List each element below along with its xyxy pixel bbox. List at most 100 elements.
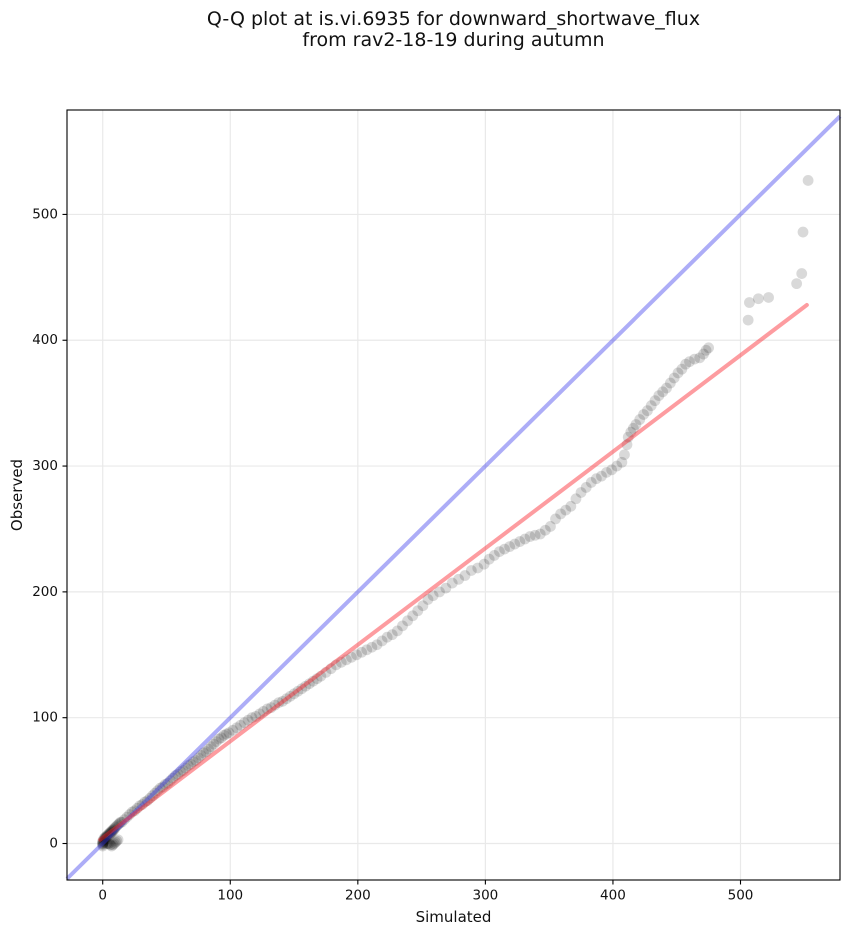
scatter-point <box>763 292 774 303</box>
scatter-point <box>539 524 551 536</box>
scatter-point <box>534 528 546 540</box>
scatter-point <box>98 834 110 846</box>
x-tick-label: 500 <box>728 888 754 904</box>
scatter-point <box>601 466 612 478</box>
scatter-point <box>98 836 110 848</box>
scatter-point <box>167 772 179 784</box>
scatter-point <box>703 342 715 354</box>
y-tick-label: 0 <box>49 836 58 852</box>
scatter-point <box>524 531 536 542</box>
scatter-point <box>565 500 577 512</box>
scatter-point <box>802 175 814 186</box>
scatter-point <box>796 268 808 279</box>
scatter-point <box>273 697 285 708</box>
scatter-point <box>700 344 712 356</box>
scatter-point <box>192 752 204 764</box>
fit-line <box>98 303 809 842</box>
scatter-point <box>611 460 623 472</box>
scatter-point <box>110 821 121 833</box>
scatter-point <box>126 806 138 818</box>
y-tick-label: 200 <box>32 584 58 600</box>
scatter-point <box>356 646 368 658</box>
scatter-point <box>585 477 597 488</box>
scatter-point <box>98 835 110 847</box>
scatter-point <box>144 792 156 804</box>
scatter-point <box>157 781 169 793</box>
scatter-point <box>141 795 153 807</box>
scatter-point <box>752 293 764 305</box>
scatter-point <box>172 768 184 780</box>
scatter-point <box>185 758 197 770</box>
scatter-point <box>514 536 526 547</box>
scatter-point <box>292 685 304 697</box>
scatter-point <box>147 790 158 802</box>
scatter-point <box>180 762 192 774</box>
scatter-point <box>434 586 445 598</box>
scatter-point <box>107 824 119 836</box>
scatter-point <box>162 777 174 789</box>
scatter-point <box>478 558 490 570</box>
scatter-point <box>108 823 120 834</box>
scatter-point <box>97 840 109 852</box>
scatter-point <box>269 699 281 711</box>
x-tick-label: 0 <box>98 888 107 904</box>
scatter-point <box>483 553 495 565</box>
scatter-point <box>797 226 809 238</box>
scatter-point <box>288 688 300 700</box>
scatter-point <box>459 570 471 581</box>
scatter-point <box>159 778 171 790</box>
scatter-point <box>453 573 465 585</box>
scatter-point <box>641 405 653 417</box>
scatter-point <box>630 419 642 430</box>
scatter-point <box>104 839 116 851</box>
scatter-point <box>303 678 315 690</box>
scatter-point <box>346 651 357 663</box>
scatter-point <box>625 426 637 438</box>
scatter-point <box>315 670 327 682</box>
scatter-point <box>311 673 323 685</box>
scatter-point <box>519 533 531 545</box>
scatter-point <box>555 508 567 520</box>
scatter-point <box>621 439 633 451</box>
scatter-point <box>619 449 630 461</box>
scatter-point <box>98 833 110 844</box>
scatter-point <box>113 817 125 829</box>
scatter-point <box>246 712 258 724</box>
scatter-point <box>307 675 319 687</box>
y-axis-label: Observed <box>8 458 26 532</box>
chart-title-line1: Q-Q plot at is.vi.6935 for downward_shor… <box>206 8 701 30</box>
scatter-point <box>175 766 186 778</box>
scatter-point <box>119 814 130 826</box>
scatter-point <box>550 513 561 525</box>
scatter-point <box>657 386 669 398</box>
scatter-point <box>529 529 541 541</box>
scatter-point <box>115 816 126 828</box>
scatter-point <box>371 639 383 651</box>
scatter-point <box>386 629 398 641</box>
scatter-point <box>111 835 123 847</box>
scatter-point <box>575 487 587 498</box>
scatter-point <box>139 796 151 808</box>
scatter-point <box>177 765 189 776</box>
scatter-point <box>254 708 266 720</box>
scatter-point <box>250 711 262 722</box>
scatter-point <box>407 610 419 622</box>
scatter-point <box>131 802 143 814</box>
scatter-point <box>97 839 109 851</box>
scatter-point <box>124 809 135 820</box>
scatter-point <box>645 400 657 412</box>
scatter-point <box>99 834 111 846</box>
scatter-point <box>104 828 116 839</box>
x-tick-label: 200 <box>345 888 371 904</box>
scatter-point <box>203 743 214 755</box>
scatter-point <box>545 521 556 532</box>
scatter-point <box>277 695 288 707</box>
chart-title: Q-Q plot at is.vi.6935 for downward_shor… <box>67 9 840 51</box>
scatter-point <box>590 473 602 485</box>
x-axis-label: Simulated <box>415 908 492 926</box>
scatter-point <box>187 756 199 768</box>
scatter-point <box>330 659 342 671</box>
scatter-point <box>499 543 510 555</box>
scatter-point <box>97 836 109 848</box>
